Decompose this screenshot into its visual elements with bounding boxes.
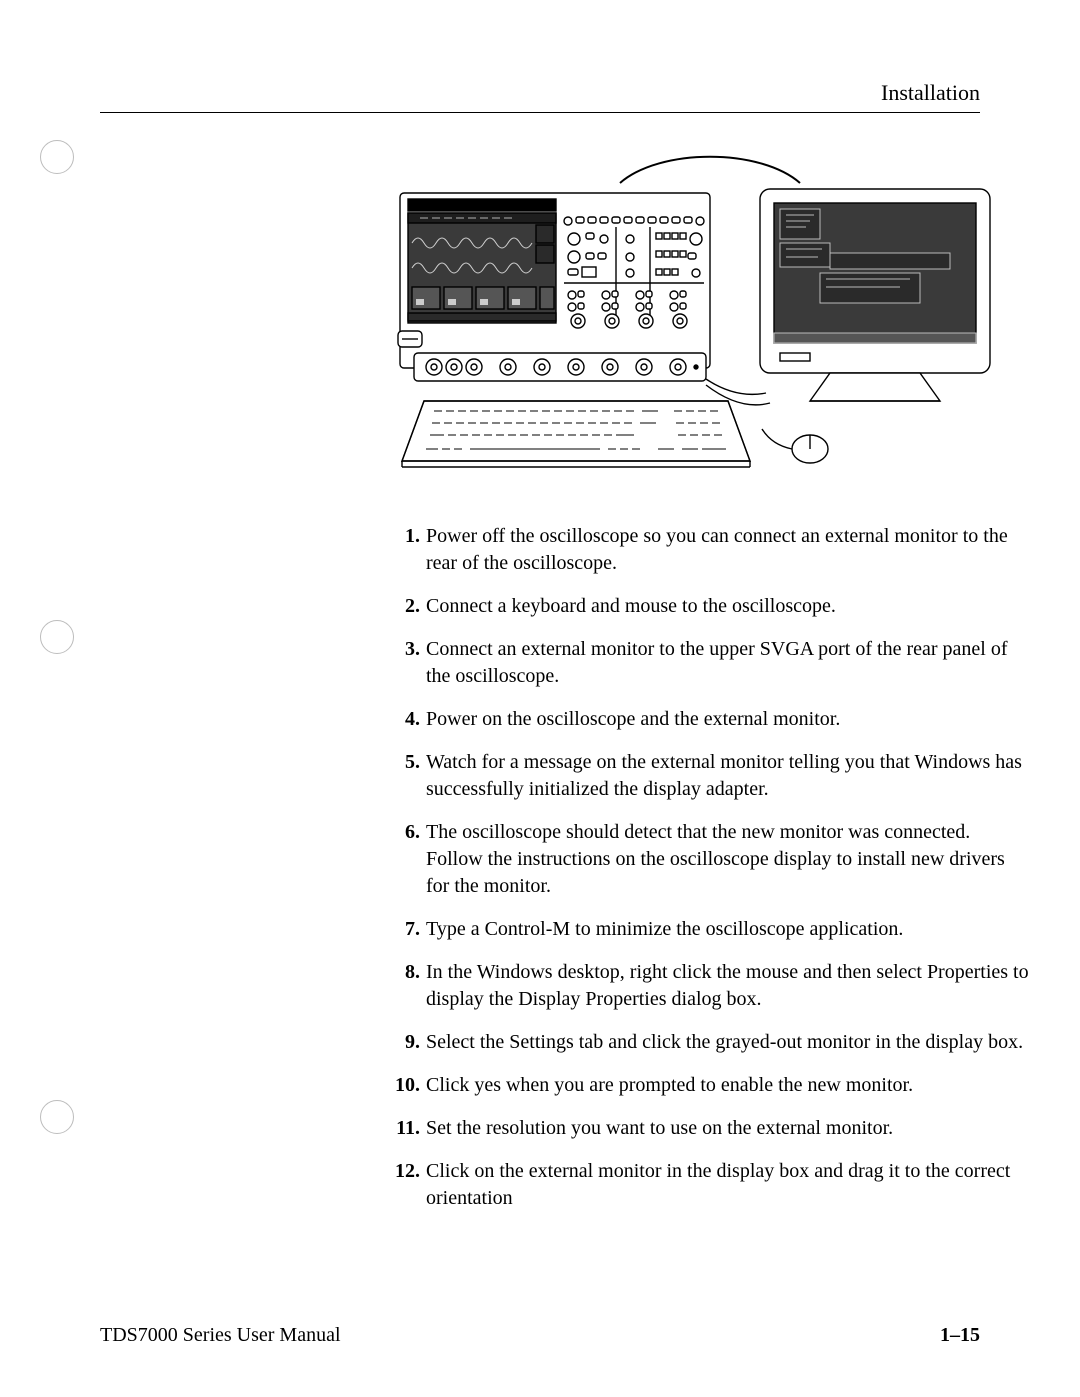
page-number: 1–15 (940, 1324, 980, 1347)
setup-figure: Tektronix (390, 153, 1000, 483)
step-number: 11. (390, 1115, 420, 1142)
section-title: Installation (100, 80, 980, 106)
step-text: Watch for a message on the external moni… (426, 751, 1022, 800)
step-text: Type a Control-M to minimize the oscillo… (426, 918, 903, 940)
step-number: 10. (390, 1072, 420, 1099)
step-number: 6. (390, 819, 420, 846)
binder-hole (40, 140, 74, 174)
step-text: In the Windows desktop, right click the … (426, 961, 1029, 1010)
step-number: 8. (390, 959, 420, 986)
step-number: 3. (390, 636, 420, 663)
instruction-step: 1.Power off the oscilloscope so you can … (390, 523, 1030, 577)
step-text: Set the resolution you want to use on th… (426, 1117, 893, 1139)
instruction-list: 1.Power off the oscilloscope so you can … (390, 523, 1030, 1212)
step-number: 5. (390, 749, 420, 776)
step-text: The oscilloscope should detect that the … (426, 821, 1005, 897)
instruction-step: 6.The oscilloscope should detect that th… (390, 819, 1030, 900)
step-text: Click on the external monitor in the dis… (426, 1160, 1010, 1209)
binder-hole (40, 620, 74, 654)
binder-hole (40, 1100, 74, 1134)
instruction-step: 8.In the Windows desktop, right click th… (390, 959, 1030, 1013)
step-text: Power on the oscilloscope and the extern… (426, 708, 840, 730)
step-number: 9. (390, 1029, 420, 1056)
instruction-step: 9. Select the Settings tab and click the … (390, 1029, 1030, 1056)
step-number: 12. (390, 1158, 420, 1185)
instruction-step: 7. Type a Control-M to minimize the oscil… (390, 916, 1030, 943)
step-text: Connect an external monitor to the upper… (426, 638, 1008, 687)
header-rule (100, 112, 980, 113)
scope-brand-label: Tektronix (412, 201, 444, 210)
instruction-step: 12.Click on the external monitor in the … (390, 1158, 1030, 1212)
instruction-step: 2. Connect a keyboard and mouse to the os… (390, 593, 1030, 620)
page-footer: TDS7000 Series User Manual 1–15 (100, 1324, 980, 1347)
step-text: Click yes when you are prompted to enabl… (426, 1074, 913, 1096)
step-text: Connect a keyboard and mouse to the osci… (426, 595, 836, 617)
step-number: 1. (390, 523, 420, 550)
step-number: 2. (390, 593, 420, 620)
instruction-step: 10. Click yes when you are prompted to en… (390, 1072, 1030, 1099)
step-number: 4. (390, 706, 420, 733)
document-page: Installation Tektronix (0, 0, 1080, 1397)
step-text: Power off the oscilloscope so you can co… (426, 525, 1008, 574)
instruction-step: 11. Set the resolution you want to use on… (390, 1115, 1030, 1142)
instruction-step: 3.Connect an external monitor to the upp… (390, 636, 1030, 690)
step-number: 7. (390, 916, 420, 943)
instruction-step: 4. Power on the oscilloscope and the exte… (390, 706, 1030, 733)
instruction-step: 5.Watch for a message on the external mo… (390, 749, 1030, 803)
manual-title: TDS7000 Series User Manual (100, 1324, 341, 1347)
step-text: Select the Settings tab and click the gr… (426, 1031, 1023, 1053)
